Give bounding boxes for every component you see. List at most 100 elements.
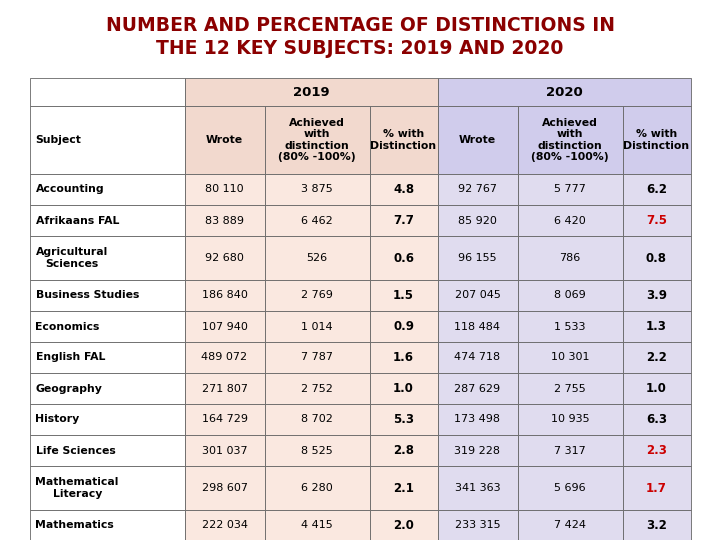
Text: 3.2: 3.2 <box>646 519 667 532</box>
Bar <box>438 236 518 280</box>
Bar <box>184 236 264 280</box>
Bar <box>518 311 623 342</box>
Text: 222 034: 222 034 <box>202 521 248 530</box>
Text: 186 840: 186 840 <box>202 291 248 300</box>
Bar <box>438 280 518 311</box>
Bar <box>184 435 264 466</box>
Bar <box>264 106 369 174</box>
Bar <box>369 404 438 435</box>
Text: NUMBER AND PERCENTAGE OF DISTINCTIONS IN
THE 12 KEY SUBJECTS: 2019 AND 2020: NUMBER AND PERCENTAGE OF DISTINCTIONS IN… <box>106 16 614 58</box>
Text: Life Sciences: Life Sciences <box>35 446 115 456</box>
Text: History: History <box>35 415 80 424</box>
Text: 5 696: 5 696 <box>554 483 586 493</box>
Text: 173 498: 173 498 <box>454 415 500 424</box>
Text: 92 680: 92 680 <box>205 253 244 263</box>
Bar <box>623 205 690 236</box>
Bar <box>518 510 623 540</box>
Bar <box>30 78 184 106</box>
Text: 164 729: 164 729 <box>202 415 248 424</box>
Text: 3 875: 3 875 <box>301 185 333 194</box>
Bar <box>184 78 438 106</box>
Bar <box>518 106 623 174</box>
Bar <box>264 236 369 280</box>
Bar <box>518 342 623 373</box>
Text: 1.7: 1.7 <box>646 482 667 495</box>
Text: 786: 786 <box>559 253 580 263</box>
Bar <box>518 280 623 311</box>
Text: 298 607: 298 607 <box>202 483 248 493</box>
Bar <box>30 205 184 236</box>
Text: 287 629: 287 629 <box>454 383 500 394</box>
Bar <box>264 510 369 540</box>
Bar <box>184 404 264 435</box>
Text: 6.3: 6.3 <box>646 413 667 426</box>
Bar <box>623 466 690 510</box>
Text: 5.3: 5.3 <box>393 413 414 426</box>
Bar <box>369 236 438 280</box>
Text: 2 752: 2 752 <box>301 383 333 394</box>
Bar <box>264 435 369 466</box>
Bar <box>30 342 184 373</box>
Text: 1 014: 1 014 <box>301 321 333 332</box>
Bar <box>369 174 438 205</box>
Text: Mathematical
Literacy: Mathematical Literacy <box>35 477 119 499</box>
Text: Geography: Geography <box>35 383 102 394</box>
Bar <box>30 373 184 404</box>
Bar <box>184 205 264 236</box>
Text: 2020: 2020 <box>546 85 582 98</box>
Text: 118 484: 118 484 <box>454 321 500 332</box>
Text: 6 462: 6 462 <box>301 215 333 226</box>
Bar <box>30 280 184 311</box>
Text: 233 315: 233 315 <box>455 521 500 530</box>
Bar <box>369 205 438 236</box>
Text: 341 363: 341 363 <box>455 483 500 493</box>
Bar <box>369 466 438 510</box>
Bar <box>184 510 264 540</box>
Text: 271 807: 271 807 <box>202 383 248 394</box>
Bar <box>623 311 690 342</box>
Bar <box>30 466 184 510</box>
Bar <box>184 174 264 205</box>
Bar <box>518 236 623 280</box>
Text: 10 301: 10 301 <box>551 353 589 362</box>
Text: Wrote: Wrote <box>206 135 243 145</box>
Text: 107 940: 107 940 <box>202 321 248 332</box>
Text: Wrote: Wrote <box>459 135 496 145</box>
Text: 7 424: 7 424 <box>554 521 586 530</box>
Text: 2.1: 2.1 <box>393 482 414 495</box>
Text: 6 280: 6 280 <box>301 483 333 493</box>
Text: 1.0: 1.0 <box>393 382 414 395</box>
Bar <box>30 404 184 435</box>
Text: 8 069: 8 069 <box>554 291 586 300</box>
Text: 96 155: 96 155 <box>458 253 497 263</box>
Text: 474 718: 474 718 <box>454 353 500 362</box>
Bar <box>264 373 369 404</box>
Text: 4 415: 4 415 <box>301 521 333 530</box>
Bar <box>438 311 518 342</box>
Bar <box>518 373 623 404</box>
Text: 1.3: 1.3 <box>646 320 667 333</box>
Text: 4.8: 4.8 <box>393 183 414 196</box>
Text: 2.3: 2.3 <box>646 444 667 457</box>
Bar <box>30 174 184 205</box>
Text: Agricultural
Sciences: Agricultural Sciences <box>35 247 108 269</box>
Text: 2 769: 2 769 <box>301 291 333 300</box>
Bar <box>518 404 623 435</box>
Bar <box>438 373 518 404</box>
Text: 1.6: 1.6 <box>393 351 414 364</box>
Bar <box>184 373 264 404</box>
Text: 2.8: 2.8 <box>393 444 414 457</box>
Text: 526: 526 <box>307 253 328 263</box>
Text: 6 420: 6 420 <box>554 215 586 226</box>
Bar <box>438 106 518 174</box>
Text: % with
Distinction: % with Distinction <box>370 129 436 151</box>
Bar <box>623 435 690 466</box>
Text: Economics: Economics <box>35 321 100 332</box>
Bar <box>623 280 690 311</box>
Text: 8 525: 8 525 <box>301 446 333 456</box>
Bar <box>30 106 184 174</box>
Bar <box>264 311 369 342</box>
Text: 2019: 2019 <box>293 85 329 98</box>
Text: 2.2: 2.2 <box>646 351 667 364</box>
Text: 1.0: 1.0 <box>646 382 667 395</box>
